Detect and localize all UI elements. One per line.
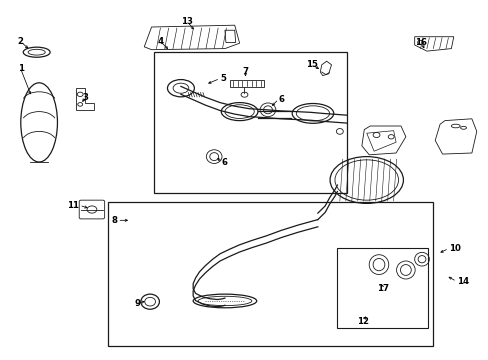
Bar [337,248,427,328]
Bar [230,80,263,87]
Text: 15: 15 [305,60,317,69]
Text: 12: 12 [356,317,368,325]
Text: 2: 2 [18,37,23,46]
Text: 6: 6 [278,94,284,104]
Bar [154,52,346,193]
Text: 11: 11 [67,201,79,210]
Text: 5: 5 [220,74,225,83]
Text: 14: 14 [456,277,468,286]
Text: 10: 10 [448,244,460,253]
Text: 7: 7 [242,68,248,77]
Text: 4: 4 [157,37,163,46]
Text: 1: 1 [18,64,23,73]
Text: 17: 17 [377,284,388,293]
Text: 16: 16 [415,38,427,47]
Text: 6: 6 [221,158,227,167]
Bar [107,202,432,346]
Text: 3: 3 [82,93,88,102]
Text: 13: 13 [181,17,193,26]
Text: 9: 9 [135,299,141,307]
Text: 8: 8 [111,216,117,225]
